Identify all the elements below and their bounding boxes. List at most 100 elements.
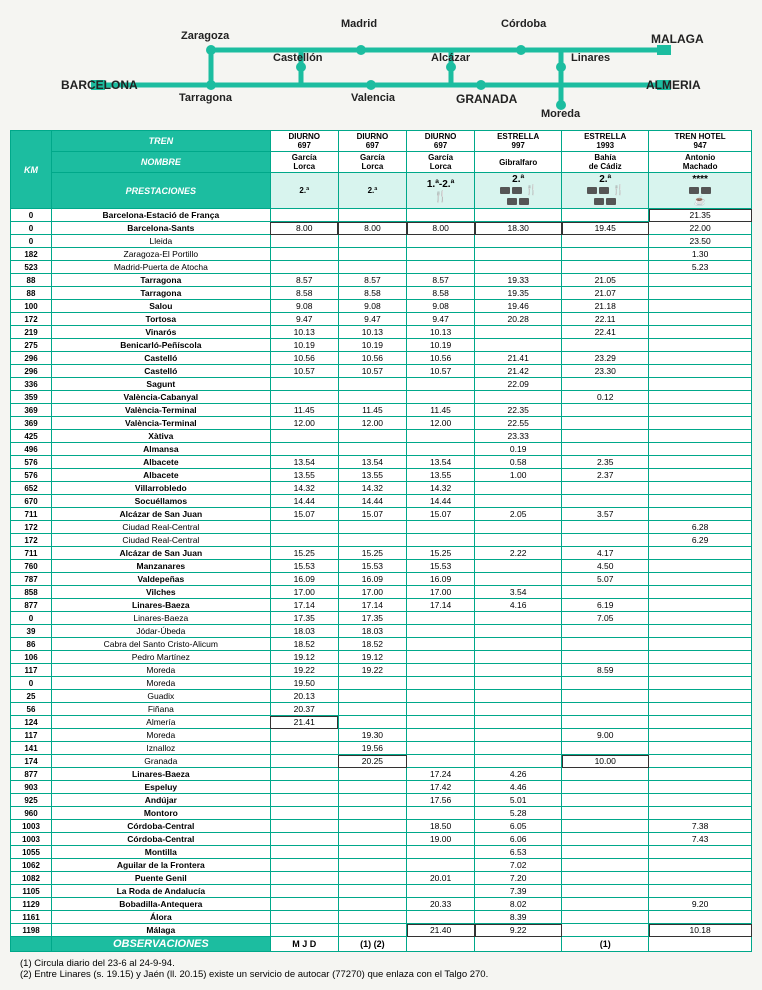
time-cell: [649, 859, 752, 872]
route-map: BARCELONA Zaragoza Madrid Córdoba MALAGA…: [61, 10, 701, 120]
station-cell: Vinarós: [52, 326, 271, 339]
station-cell: Linares-Baeza: [52, 612, 271, 625]
km-cell: 670: [11, 495, 52, 508]
time-cell: [270, 846, 338, 859]
time-cell: 8.58: [270, 287, 338, 300]
time-cell: 23.29: [562, 352, 649, 365]
time-cell: [562, 625, 649, 638]
km-cell: 711: [11, 547, 52, 560]
name-2: GarcíaLorca: [407, 152, 475, 173]
station-row: 652Villarrobledo14.3214.3214.32: [11, 482, 752, 495]
time-cell: 13.54: [338, 456, 406, 469]
station-row: 0Linares-Baeza17.3517.357.05: [11, 612, 752, 625]
station-cell: Ciudad Real-Central: [52, 534, 271, 547]
name-4: Bahíade Cádiz: [562, 152, 649, 173]
time-cell: [562, 586, 649, 599]
time-cell: [649, 612, 752, 625]
time-cell: [649, 703, 752, 716]
station-cell: Puente Genil: [52, 872, 271, 885]
time-cell: 17.14: [270, 599, 338, 612]
map-moreda: Moreda: [541, 108, 580, 120]
station-cell: Tortosa: [52, 313, 271, 326]
time-cell: [475, 261, 562, 274]
time-cell: [338, 924, 406, 937]
time-cell: [649, 287, 752, 300]
time-cell: [649, 326, 752, 339]
km-cell: 369: [11, 417, 52, 430]
station-row: 0Barcelona-Estació de França21.35: [11, 209, 752, 222]
km-cell: 1062: [11, 859, 52, 872]
time-cell: 12.00: [338, 417, 406, 430]
time-cell: [475, 638, 562, 651]
time-cell: [270, 378, 338, 391]
time-cell: [562, 443, 649, 456]
time-cell: [270, 872, 338, 885]
time-cell: [475, 391, 562, 404]
km-cell: 576: [11, 469, 52, 482]
time-cell: [475, 716, 562, 729]
time-cell: [407, 677, 475, 690]
time-cell: 0.58: [475, 456, 562, 469]
station-row: 1161Álora8.39: [11, 911, 752, 924]
km-cell: 359: [11, 391, 52, 404]
timetable: KM TREN DIURNO697 DIURNO697 DIURNO697 ES…: [10, 130, 752, 952]
time-cell: 11.45: [407, 404, 475, 417]
station-cell: Xàtiva: [52, 430, 271, 443]
time-cell: 4.50: [562, 560, 649, 573]
station-row: 106Pedro Martínez19.1219.12: [11, 651, 752, 664]
time-cell: 6.06: [475, 833, 562, 846]
station-cell: Tarragona: [52, 274, 271, 287]
station-cell: Valdepeñas: [52, 573, 271, 586]
time-cell: 0.12: [562, 391, 649, 404]
map-valencia: Valencia: [351, 92, 395, 104]
time-cell: 10.13: [407, 326, 475, 339]
time-cell: [649, 547, 752, 560]
km-cell: 369: [11, 404, 52, 417]
time-cell: [649, 716, 752, 729]
time-cell: 11.45: [270, 404, 338, 417]
time-cell: 23.33: [475, 430, 562, 443]
station-row: 172Tortosa9.479.479.4720.2822.11: [11, 313, 752, 326]
station-row: 117Moreda19.309.00: [11, 729, 752, 742]
time-cell: 14.32: [407, 482, 475, 495]
station-cell: Cabra del Santo Cristo-Alicum: [52, 638, 271, 651]
time-cell: [475, 664, 562, 677]
time-cell: [270, 794, 338, 807]
class-5: ****☕: [649, 173, 752, 209]
time-cell: 16.09: [407, 573, 475, 586]
time-cell: 5.28: [475, 807, 562, 820]
station-cell: Benicarló-Peñíscola: [52, 339, 271, 352]
km-cell: 88: [11, 274, 52, 287]
km-cell: 56: [11, 703, 52, 716]
station-row: 275Benicarló-Peñíscola10.1910.1910.19: [11, 339, 752, 352]
km-cell: 787: [11, 573, 52, 586]
station-cell: Granada: [52, 755, 271, 768]
station-cell: Bobadilla-Antequera: [52, 898, 271, 911]
station-cell: Lleida: [52, 235, 271, 248]
km-cell: 711: [11, 508, 52, 521]
km-cell: 296: [11, 352, 52, 365]
time-cell: [562, 911, 649, 924]
note-2: (2) Entre Linares (s. 19.15) y Jaén (ll.…: [20, 969, 752, 980]
time-cell: [649, 599, 752, 612]
time-cell: 4.26: [475, 768, 562, 781]
time-cell: 5.07: [562, 573, 649, 586]
time-cell: 1.30: [649, 248, 752, 261]
time-cell: [562, 768, 649, 781]
time-cell: [475, 625, 562, 638]
station-cell: Espeluy: [52, 781, 271, 794]
time-cell: [475, 612, 562, 625]
time-cell: [649, 638, 752, 651]
row-nombre: NOMBRE GarcíaLorca GarcíaLorca GarcíaLor…: [11, 152, 752, 173]
km-cell: 523: [11, 261, 52, 274]
time-cell: [649, 885, 752, 898]
station-cell: Barcelona-Sants: [52, 222, 271, 235]
station-row: 1055Montilla6.53: [11, 846, 752, 859]
time-cell: [407, 638, 475, 651]
time-cell: [649, 560, 752, 573]
time-cell: [338, 859, 406, 872]
time-cell: 17.35: [338, 612, 406, 625]
station-cell: Montilla: [52, 846, 271, 859]
time-cell: 17.42: [407, 781, 475, 794]
km-cell: 903: [11, 781, 52, 794]
